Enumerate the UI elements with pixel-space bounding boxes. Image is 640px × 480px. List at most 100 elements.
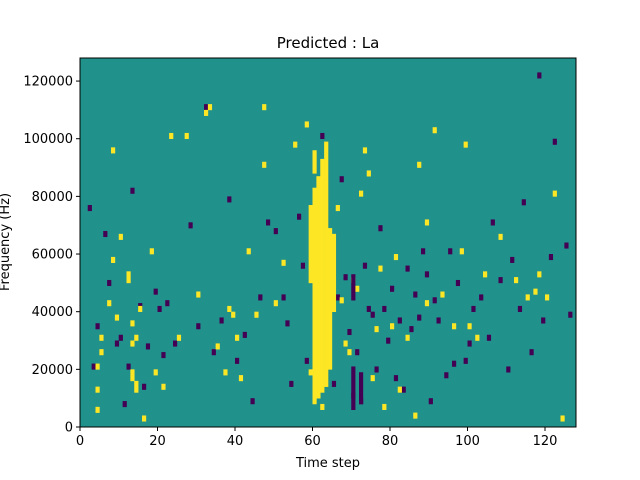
heatmap-run-high [331, 233, 337, 312]
heatmap-cell-low [114, 340, 120, 344]
heatmap-cell-low [153, 291, 158, 295]
heatmap-cell-low [273, 228, 278, 232]
heatmap-cell-high [238, 377, 244, 382]
heatmap-run-high [308, 205, 313, 284]
heatmap-cell-low [490, 219, 495, 223]
heatmap-cell-low [242, 334, 247, 338]
heatmap-cell-low [552, 141, 557, 145]
heatmap-cell-low [250, 401, 255, 405]
heatmap-cell-high [382, 403, 387, 408]
heatmap-cell-low [421, 251, 426, 255]
heatmap-cell-low [304, 357, 309, 361]
heatmap-cell-high [413, 415, 418, 419]
heatmap-cell-low [107, 279, 112, 284]
heatmap-cell-low [266, 222, 271, 226]
heatmap-cell-low [300, 265, 306, 269]
heatmap-cell-high [293, 144, 298, 148]
heatmap-cell-high [134, 389, 139, 393]
heatmap-cell-high [111, 256, 116, 261]
y-tick-label: 120000 [23, 75, 73, 90]
heatmap-cell-high [355, 288, 360, 292]
heatmap-cell-high [204, 112, 209, 116]
heatmap-cell-high [254, 311, 259, 315]
heatmap-cell-low [273, 230, 278, 235]
heatmap-run-high [312, 150, 317, 174]
heatmap-cell-high [130, 323, 135, 327]
heatmap-cell-low [281, 294, 286, 298]
heatmap-cell-high [397, 389, 402, 393]
heatmap-cell-high [176, 337, 182, 341]
heatmap-cell-high [339, 300, 344, 304]
heatmap-cell-low [165, 303, 170, 307]
heatmap-cell-low [289, 380, 294, 385]
heatmap-cell-high [149, 248, 154, 252]
heatmap-cell-high [533, 291, 538, 295]
heatmap-cell-low [506, 366, 511, 370]
heatmap-cell-high [545, 294, 550, 298]
heatmap-cell-low [297, 213, 302, 217]
heatmap-cell-low [564, 242, 569, 246]
heatmap-cell-high [308, 372, 313, 376]
heatmap-cell-low [510, 256, 515, 261]
heatmap-cell-low [517, 308, 523, 312]
heatmap-cell-low [417, 314, 422, 318]
heatmap-cell-low [362, 262, 368, 266]
heatmap-cell-high [552, 190, 557, 194]
heatmap-cell-low [157, 308, 162, 312]
chart-title: Predicted : La [277, 34, 380, 52]
plot-area [80, 58, 576, 427]
heatmap-cell-high [138, 308, 143, 312]
heatmap-cell-low [173, 343, 178, 347]
heatmap-cell-low [339, 179, 344, 183]
heatmap-cell-low [424, 274, 430, 278]
heatmap-cell-low [498, 277, 503, 281]
heatmap-cell-low [432, 300, 437, 304]
heatmap-cell-high [560, 415, 565, 419]
heatmap-cell-low [366, 308, 371, 312]
heatmap-cell-high [254, 314, 259, 318]
x-tick-label: 40 [227, 434, 244, 449]
heatmap-cell-high [111, 150, 116, 154]
heatmap-cell-low [448, 251, 453, 255]
heatmap-cell-low [401, 386, 406, 390]
heatmap-cell-high [130, 340, 135, 344]
y-axis: 0 20000 40000 60000 80000 100000 120000 [23, 75, 80, 436]
heatmap-cell-high [153, 369, 158, 373]
heatmap-cell-high [231, 311, 236, 315]
heatmap-cell-high [304, 121, 309, 125]
heatmap-cell-high [227, 305, 232, 310]
heatmap-cell-low [405, 268, 410, 272]
heatmap-cell-high [235, 334, 240, 338]
heatmap-cell-low [548, 254, 554, 258]
heatmap-cell-low [409, 326, 414, 330]
heatmap-cell-low [424, 271, 430, 275]
heatmap-cell-high [215, 346, 220, 350]
heatmap-cell-low [235, 357, 240, 361]
heatmap-cell-high [281, 262, 286, 266]
heatmap-cell-low [126, 363, 131, 367]
heatmap-cell-high [347, 349, 352, 353]
heatmap-cell-high [231, 314, 236, 318]
heatmap-cell-high [95, 406, 100, 410]
heatmap-cell-low [266, 219, 271, 223]
heatmap-cell-low [204, 104, 209, 108]
heatmap-cell-low [289, 383, 294, 387]
heatmap-cell-high [134, 334, 139, 338]
heatmap-cell-high [374, 326, 379, 330]
heatmap-cell-low [467, 340, 472, 344]
heatmap-cell-high [347, 352, 352, 356]
heatmap-cell-low [258, 297, 263, 301]
heatmap-cell-low [335, 294, 340, 298]
heatmap-cell-high [126, 277, 131, 281]
heatmap-cell-high [498, 236, 503, 240]
heatmap-cell-low [436, 317, 441, 321]
heatmap-cell-high [525, 294, 530, 298]
heatmap-cell-low [393, 375, 399, 379]
heatmap-cell-low [397, 320, 402, 324]
heatmap-cell-low [537, 75, 542, 79]
heatmap-cell-high [281, 259, 286, 263]
heatmap-cell-low [126, 366, 131, 370]
heatmap-cell-low [366, 305, 371, 310]
heatmap-cell-high [432, 130, 437, 134]
heatmap-cell-high [138, 305, 143, 310]
